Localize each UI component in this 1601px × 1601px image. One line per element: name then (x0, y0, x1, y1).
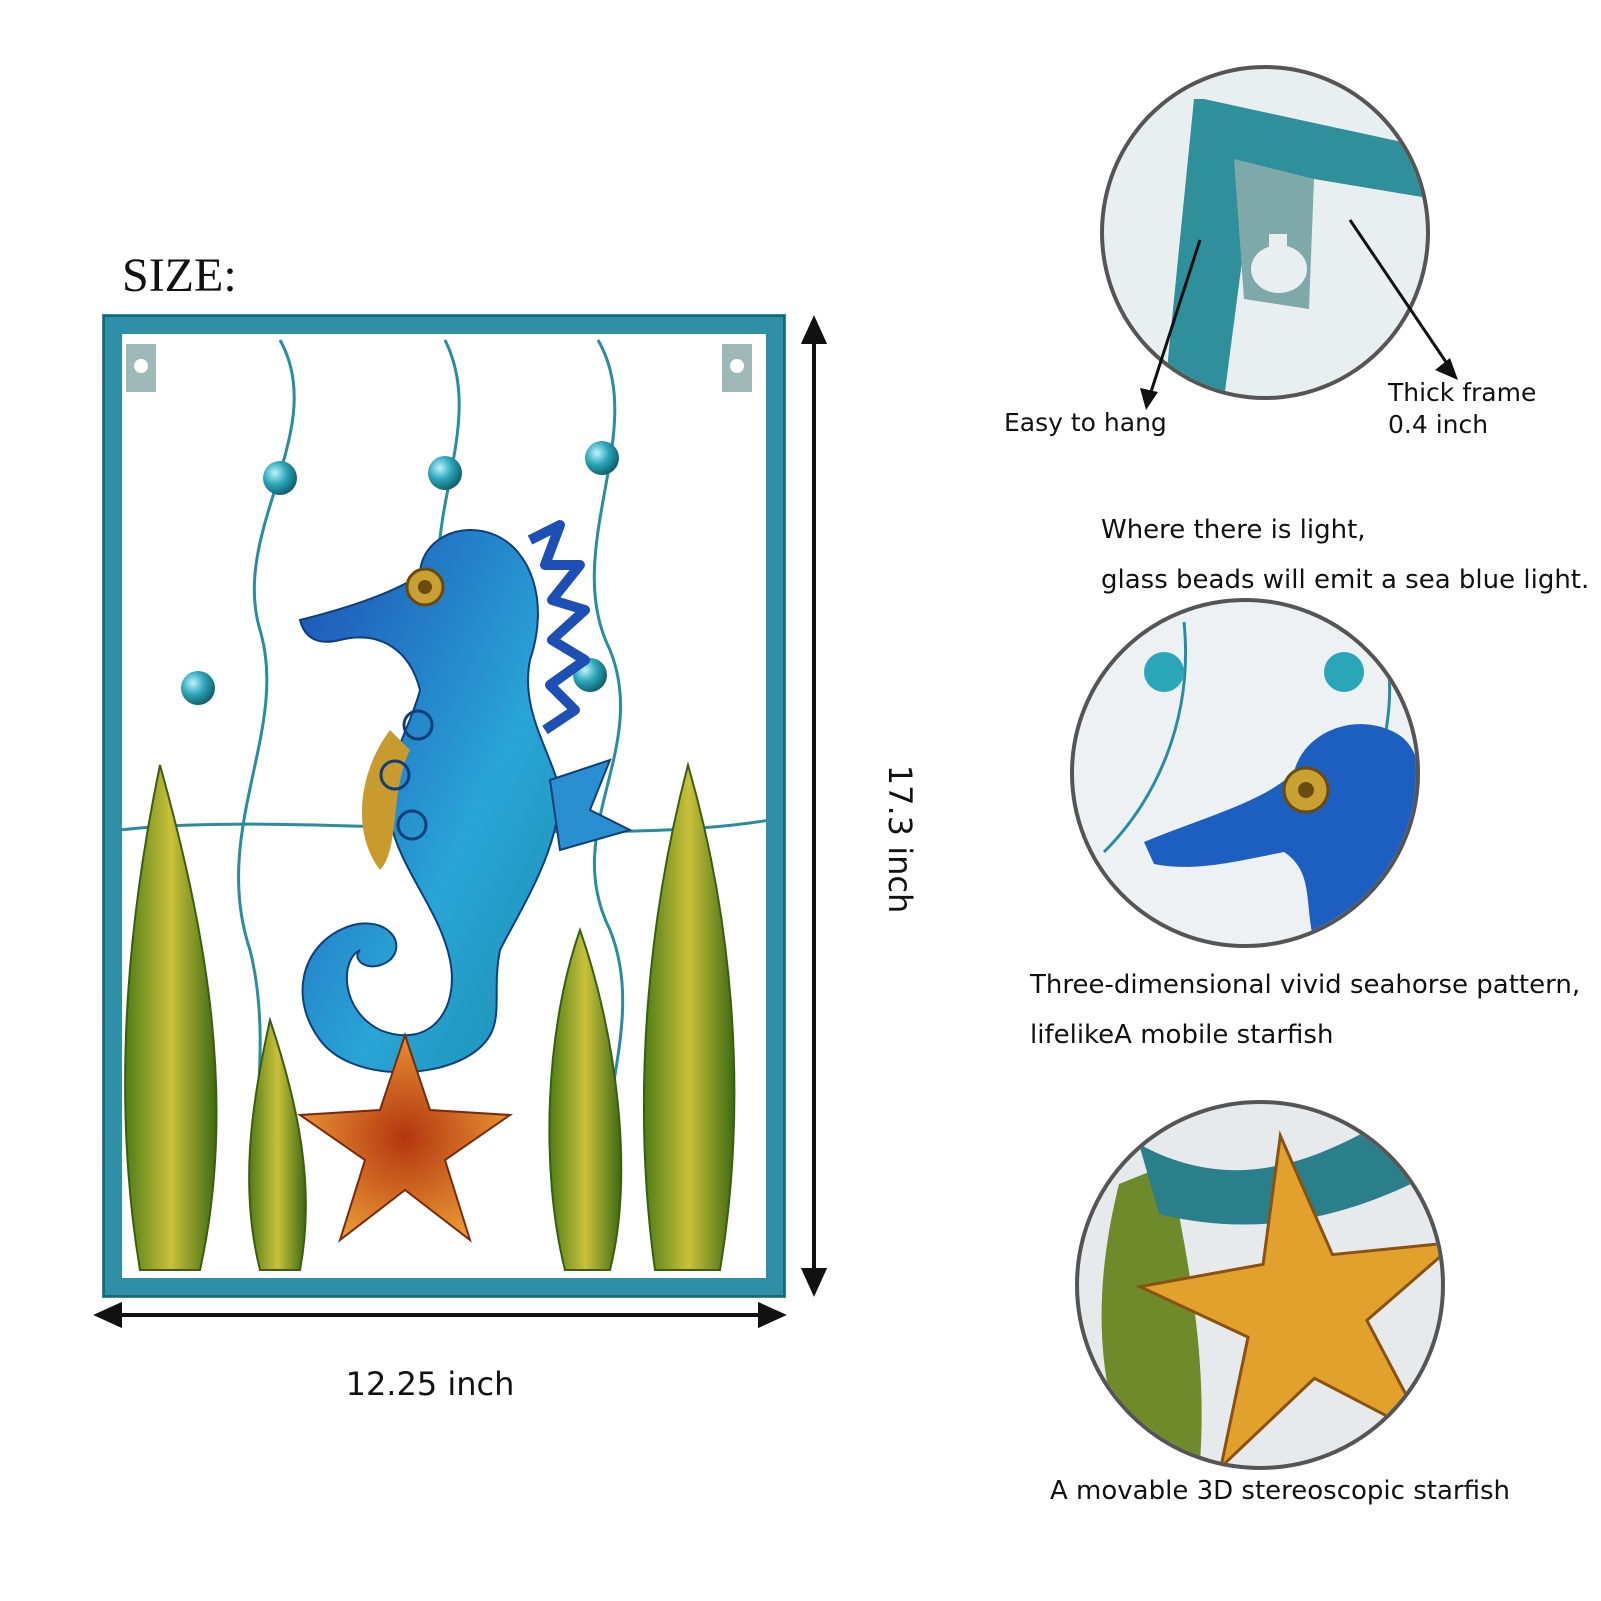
size-title: SIZE: (122, 249, 237, 302)
callout-pointers (1140, 219, 1458, 410)
glass-beads (181, 441, 619, 705)
seahorse-caption: Three-dimensional vivid seahorse pattern… (1030, 960, 1580, 1060)
height-label: 17.3 inch (881, 764, 919, 914)
seahorse-detail-circle (1070, 598, 1420, 948)
starfish-caption: A movable 3D stereoscopic starfish (1050, 1476, 1510, 1506)
seahorse-wall-art (93, 314, 828, 1329)
seahorse-line1: Three-dimensional vivid seahorse pattern… (1030, 970, 1581, 1000)
light-caption: Where there is light, glass beads will e… (1101, 505, 1589, 605)
starfish-figure (297, 1031, 513, 1243)
frame-corner-image (1164, 99, 1426, 396)
width-dimension-arrow (93, 1301, 787, 1329)
light-line1: Where there is light, (1101, 515, 1366, 545)
outer-frame (102, 314, 786, 1298)
thick-frame-line1: Thick frame (1388, 378, 1537, 407)
easy-to-hang-caption: Easy to hang (1004, 408, 1167, 437)
thick-frame-line2: 0.4 inch (1388, 410, 1489, 439)
starfish-closeup-image (1101, 1106, 1441, 1466)
hang-tab-right-icon (722, 344, 752, 392)
hang-tab-left-icon (126, 344, 156, 392)
seaweed-leaves (124, 761, 736, 1271)
frame-detail-circle (1100, 65, 1430, 400)
seahorse-line2: lifelikeA mobile starfish (1030, 1020, 1334, 1050)
seahorse-head-image (1102, 621, 1416, 944)
light-line2: glass beads will emit a sea blue light. (1101, 565, 1590, 595)
thick-frame-caption: Thick frame 0.4 inch (1388, 377, 1536, 441)
height-dimension-arrow (800, 315, 828, 1297)
starfish-detail-circle (1075, 1100, 1445, 1470)
width-label: 12.25 inch (345, 1365, 515, 1403)
seahorse-figure (298, 520, 633, 1074)
